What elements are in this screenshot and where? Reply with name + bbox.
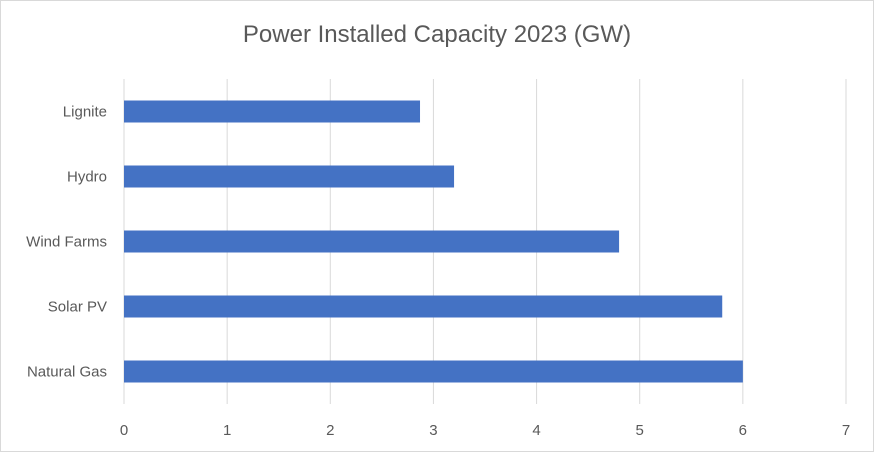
x-tick-label: 4 xyxy=(532,422,540,439)
bar xyxy=(124,230,620,253)
y-category-label: Wind Farms xyxy=(26,234,107,251)
bar xyxy=(124,100,421,123)
x-tick-label: 5 xyxy=(636,422,644,439)
chart-title: Power Installed Capacity 2023 (GW) xyxy=(242,21,632,48)
y-category-label: Natural Gas xyxy=(27,364,107,381)
y-category-label: Solar PV xyxy=(48,299,107,316)
x-tick-label: 1 xyxy=(223,422,231,439)
bar xyxy=(124,295,723,318)
y-category-label: Hydro xyxy=(67,169,107,186)
y-category-label: Lignite xyxy=(63,104,107,121)
x-tick-label: 3 xyxy=(429,422,437,439)
bar xyxy=(124,360,743,383)
x-tick-label: 0 xyxy=(120,422,128,439)
x-tick-label: 6 xyxy=(739,422,747,439)
x-tick-label: 7 xyxy=(842,422,850,439)
bar xyxy=(124,165,455,188)
x-tick-label: 2 xyxy=(326,422,334,439)
